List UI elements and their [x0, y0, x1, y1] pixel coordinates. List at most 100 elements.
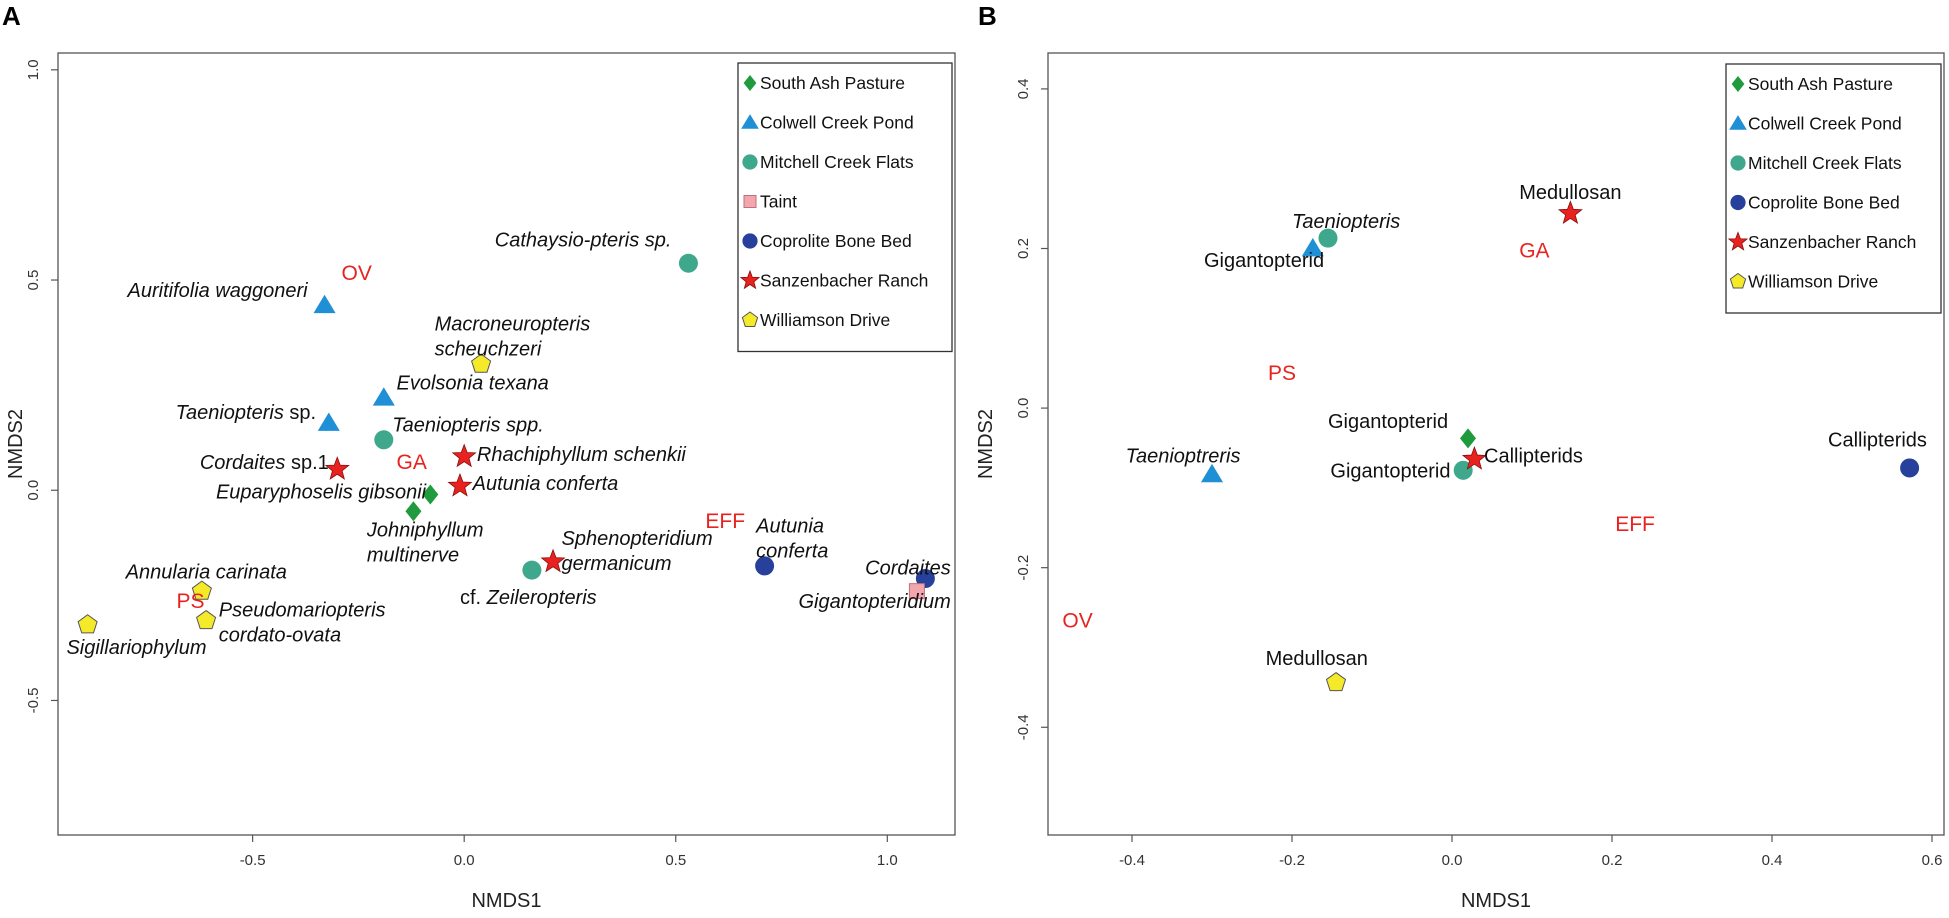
- x-axis-label: NMDS1: [471, 890, 541, 912]
- point-label: Pseudomariopteris: [219, 599, 386, 621]
- x-tick-label: 0.6: [1922, 852, 1943, 869]
- y-tick-label: 0.0: [1015, 398, 1032, 419]
- taint-marker: [743, 195, 757, 208]
- panel-letter-b: B: [978, 1, 997, 31]
- legend-entry-south-ash-pasture: South Ash Pasture: [1748, 74, 1893, 94]
- point-label: Taeniopteris spp.: [392, 414, 544, 436]
- x-tick-label: 0.0: [1442, 852, 1463, 869]
- legend-entry-sanzenbacher-ranch: Sanzenbacher Ranch: [1748, 232, 1916, 252]
- y-tick-label: 0.4: [1015, 78, 1032, 99]
- x-tick-label: 1.0: [877, 852, 898, 869]
- williamson-drive-marker: [191, 580, 212, 600]
- y-axis-label: NMDS2: [5, 409, 27, 479]
- point-label: Medullosan: [1519, 182, 1621, 204]
- point-label: Sigillariophylum: [66, 637, 206, 659]
- sanzenbacher-ranch-marker: [1557, 200, 1583, 225]
- point-label: germanicum: [562, 553, 672, 575]
- point-label: Callipterids: [1484, 445, 1583, 467]
- sanzenbacher-ranch-marker: [447, 472, 473, 497]
- y-tick-label: 0.5: [25, 270, 42, 291]
- south-ash-pasture-marker: [1460, 428, 1476, 449]
- legend-entry-colwell-creek-pond: Colwell Creek Pond: [1748, 114, 1902, 134]
- point-label: scheuchzeri: [435, 339, 542, 361]
- point-label: Annularia carinata: [125, 562, 287, 584]
- sanzenbacher-ranch-marker: [739, 269, 761, 290]
- legend-entry-williamson-drive: Williamson Drive: [1748, 272, 1878, 292]
- site-label-ov: OV: [1062, 610, 1092, 633]
- panel-b: B -0.4 -0.2 0.0 0.2 0.4 0.6 -0.4 -0.2 0.0 0.2 0.4 NM…: [975, 1, 1945, 912]
- point-label: Cordaites sp.1: [200, 452, 329, 474]
- coprolite-bone-bed-marker: [1900, 458, 1920, 478]
- point-label: Autunia conferta: [472, 473, 619, 495]
- point-label: Gigantopterid: [1330, 461, 1450, 483]
- x-axis-label: NMDS1: [1461, 890, 1531, 912]
- site-label-eff: EFF: [1615, 513, 1655, 536]
- x-tick-label: -0.4: [1119, 852, 1145, 869]
- point-label: Gigantopterid: [1328, 411, 1448, 433]
- south-ash-pasture-marker: [743, 75, 757, 91]
- legend-entry-south-ash-pasture: South Ash Pasture: [760, 73, 905, 93]
- mitchell-creek-flats-marker: [522, 560, 542, 580]
- legend-entry-williamson-drive: Williamson Drive: [760, 310, 890, 330]
- coprolite-bone-bed-marker: [742, 233, 758, 249]
- x-tick-label: 0.2: [1602, 852, 1623, 869]
- colwell-creek-pond-marker: [741, 114, 759, 129]
- point-label: Cathaysio-pteris sp.: [495, 229, 672, 251]
- sanzenbacher-ranch-marker: [451, 443, 477, 468]
- point-label: Taeniopteris: [1292, 211, 1400, 233]
- point-label: Gigantopterid: [1204, 250, 1324, 272]
- williamson-drive-marker: [1729, 272, 1747, 289]
- point-label: cordato-ovata: [219, 625, 341, 647]
- y-tick-label: -0.5: [25, 688, 42, 714]
- data-points: [1200, 200, 1920, 692]
- x-tick-label: -0.5: [240, 852, 266, 869]
- site-label-ov: OV: [341, 262, 371, 285]
- legend-box: [1725, 63, 1942, 314]
- williamson-drive-marker: [741, 311, 759, 327]
- legend-entry-taint: Taint: [760, 192, 797, 212]
- y-tick-label: 0.2: [1015, 238, 1032, 259]
- site-label-ga: GA: [396, 451, 426, 474]
- legend-entry-coprolite-bone-bed: Coprolite Bone Bed: [760, 231, 912, 251]
- point-label: Evolsonia texana: [396, 372, 548, 394]
- point-label: Rhachiphyllum schenkii: [477, 444, 687, 466]
- williamson-drive-marker: [1325, 671, 1347, 692]
- panel-a: A -0.5 0.0 0.5 1.0 -0.5 0.0 0.5 1.0 NMDS1 NMDS2 Aur…: [2, 1, 956, 912]
- south-ash-pasture-marker: [1731, 76, 1745, 92]
- coprolite-bone-bed-marker: [755, 556, 775, 576]
- panel-letter-a: A: [2, 1, 21, 31]
- point-label: Medullosan: [1266, 648, 1368, 670]
- mitchell-creek-flats-marker: [374, 430, 394, 450]
- colwell-creek-pond-marker: [1729, 115, 1747, 130]
- site-label-ga: GA: [1519, 239, 1549, 262]
- point-label: Gigantopteridium: [798, 591, 950, 613]
- y-tick-label: 0.0: [25, 480, 42, 501]
- williamson-drive-marker: [471, 353, 492, 373]
- point-label: Euparyphoselis gibsonii: [216, 482, 427, 504]
- colwell-creek-pond-marker: [372, 387, 395, 406]
- x-tick-label: 0.0: [454, 852, 475, 869]
- y-tick-label: 1.0: [25, 59, 42, 80]
- legend-entry-coprolite-bone-bed: Coprolite Bone Bed: [1748, 193, 1900, 213]
- point-label: cf. Zeileropteris: [460, 587, 597, 609]
- point-label: Taeniopteris sp.: [176, 402, 316, 424]
- legend-entry-mitchell-creek-flats: Mitchell Creek Flats: [1748, 153, 1902, 173]
- south-ash-pasture-marker: [422, 484, 439, 505]
- point-label: conferta: [756, 541, 828, 563]
- legend: South Ash Pasture Colwell Creek Pond Mitch…: [737, 62, 953, 353]
- point-label: Callipterids: [1828, 429, 1927, 451]
- mitchell-creek-flats-marker: [1730, 155, 1746, 171]
- point-label: Johniphyllum: [366, 519, 484, 541]
- x-tick-label: 0.4: [1762, 852, 1783, 869]
- data-points: [77, 253, 935, 634]
- point-label: Cordaites: [865, 557, 951, 579]
- x-tick-label: 0.5: [665, 852, 686, 869]
- point-label: Autunia: [755, 515, 824, 537]
- mitchell-creek-flats-marker: [678, 253, 698, 273]
- sanzenbacher-ranch-marker: [324, 456, 350, 480]
- coprolite-bone-bed-marker: [1730, 194, 1746, 211]
- point-label: multinerve: [367, 545, 459, 567]
- mitchell-creek-flats-marker: [742, 154, 758, 170]
- taint-marker: [908, 583, 925, 600]
- mitchell-creek-flats-marker: [1318, 228, 1338, 248]
